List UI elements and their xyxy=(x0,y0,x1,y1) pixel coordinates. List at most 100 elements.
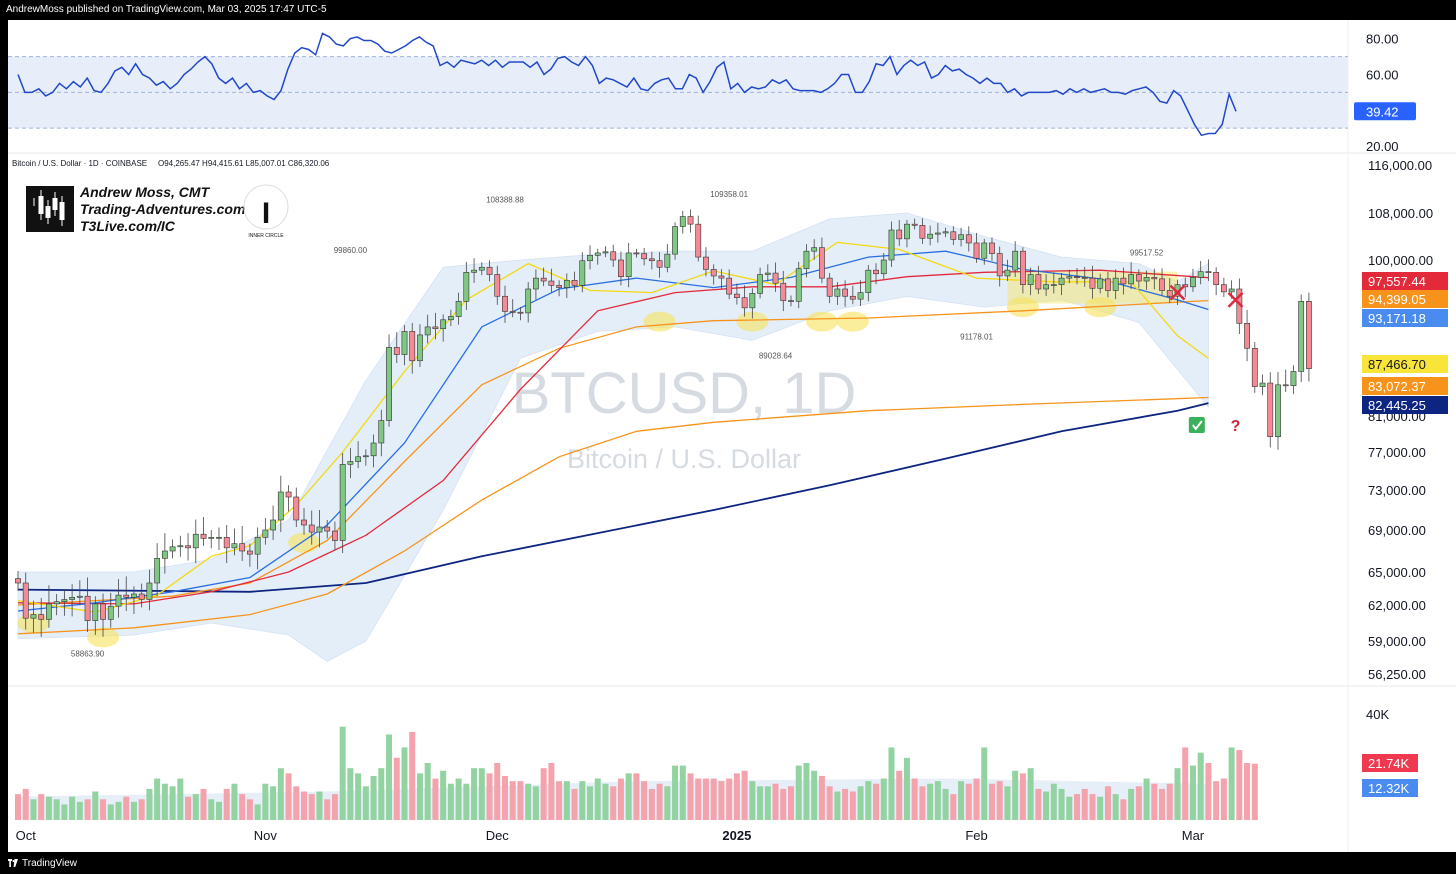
candle-body[interactable] xyxy=(703,256,709,270)
candle-body[interactable] xyxy=(30,614,37,619)
volume-bar[interactable] xyxy=(270,786,277,820)
volume-bar[interactable] xyxy=(1128,788,1135,820)
candle-body[interactable] xyxy=(107,605,114,620)
volume-bar[interactable] xyxy=(617,778,624,820)
candle-body[interactable] xyxy=(463,272,470,302)
volume-bar[interactable] xyxy=(22,788,29,820)
candle-body[interactable] xyxy=(1290,371,1297,387)
volume-bar[interactable] xyxy=(1228,747,1235,820)
candle-body[interactable] xyxy=(548,280,555,286)
volume-bar[interactable] xyxy=(695,778,702,820)
volume-bar[interactable] xyxy=(1050,783,1057,820)
volume-bar[interactable] xyxy=(911,778,918,820)
candle-body[interactable] xyxy=(1135,274,1142,282)
volume-bar[interactable] xyxy=(285,773,292,820)
volume-bar[interactable] xyxy=(1058,788,1065,820)
candle-body[interactable] xyxy=(123,594,130,598)
candle-body[interactable] xyxy=(795,268,802,302)
candle-body[interactable] xyxy=(687,216,694,225)
candle-body[interactable] xyxy=(293,496,300,521)
volume-bar[interactable] xyxy=(1205,763,1212,820)
candle-body[interactable] xyxy=(1267,382,1274,438)
candle-body[interactable] xyxy=(1012,250,1019,271)
volume-bar[interactable] xyxy=(1143,778,1150,820)
volume-bar[interactable] xyxy=(494,763,501,820)
volume-bar[interactable] xyxy=(950,794,957,820)
volume-bar[interactable] xyxy=(146,788,153,820)
volume-bar[interactable] xyxy=(223,788,230,820)
candle-body[interactable] xyxy=(1213,272,1220,285)
volume-bar[interactable] xyxy=(463,783,470,820)
candle-body[interactable] xyxy=(571,279,578,286)
candle-body[interactable] xyxy=(262,529,269,538)
ma-50-line[interactable] xyxy=(17,269,1209,605)
candle-body[interactable] xyxy=(239,543,246,552)
candle-body[interactable] xyxy=(1074,276,1080,278)
candle-body[interactable] xyxy=(1043,284,1049,290)
volume-bar[interactable] xyxy=(393,757,400,820)
candle-body[interactable] xyxy=(904,223,910,240)
candle-body[interactable] xyxy=(247,550,253,555)
candle-body[interactable] xyxy=(540,277,547,282)
candle-body[interactable] xyxy=(208,537,215,539)
volume-bar[interactable] xyxy=(246,799,253,820)
candle-body[interactable] xyxy=(517,311,524,314)
candle-body[interactable] xyxy=(587,255,593,262)
candle-body[interactable] xyxy=(478,266,485,271)
candle-body[interactable] xyxy=(749,293,756,309)
volume-bar[interactable] xyxy=(30,799,37,820)
candle-body[interactable] xyxy=(757,274,763,294)
candle-body[interactable] xyxy=(525,288,532,314)
volume-bar[interactable] xyxy=(757,786,764,820)
candle-body[interactable] xyxy=(285,491,292,498)
candle-body[interactable] xyxy=(733,293,740,299)
candle-body[interactable] xyxy=(424,326,431,336)
volume-bar[interactable] xyxy=(880,778,887,820)
volume-bar[interactable] xyxy=(324,799,331,820)
candle-body[interactable] xyxy=(324,526,331,532)
candle-body[interactable] xyxy=(1089,277,1096,289)
volume-bar[interactable] xyxy=(927,783,934,820)
candle-body[interactable] xyxy=(115,594,122,607)
candle-body[interactable] xyxy=(610,251,617,261)
candle-body[interactable] xyxy=(15,578,21,584)
candle-body[interactable] xyxy=(1259,382,1266,387)
volume-bar[interactable] xyxy=(803,763,810,820)
volume-bar[interactable] xyxy=(447,783,454,820)
candle-body[interactable] xyxy=(1035,274,1042,290)
volume-bar[interactable] xyxy=(308,794,315,820)
candle-body[interactable] xyxy=(1066,276,1073,279)
candle-body[interactable] xyxy=(471,269,477,273)
volume-bar[interactable] xyxy=(45,796,52,820)
volume-bar[interactable] xyxy=(1043,791,1050,821)
volume-bar[interactable] xyxy=(424,763,431,820)
volume-bar[interactable] xyxy=(154,778,161,820)
candle-body[interactable] xyxy=(625,252,632,277)
volume-bar[interactable] xyxy=(1197,752,1204,820)
volume-bar[interactable] xyxy=(834,791,841,821)
volume-bar[interactable] xyxy=(478,768,485,820)
candle-body[interactable] xyxy=(378,420,385,444)
candle-body[interactable] xyxy=(84,595,91,621)
candle-body[interactable] xyxy=(965,234,972,244)
candle-body[interactable] xyxy=(185,545,191,549)
volume-bar[interactable] xyxy=(386,734,393,821)
candle-body[interactable] xyxy=(563,279,570,288)
candle-body[interactable] xyxy=(865,269,872,293)
volume-bar[interactable] xyxy=(1019,773,1026,820)
volume-bar[interactable] xyxy=(1012,770,1019,820)
volume-bar[interactable] xyxy=(1104,786,1111,820)
candle-body[interactable] xyxy=(695,223,702,258)
candle-body[interactable] xyxy=(934,232,941,235)
volume-bar[interactable] xyxy=(277,768,284,820)
volume-bar[interactable] xyxy=(61,804,68,820)
candle-body[interactable] xyxy=(896,229,903,240)
volume-bar[interactable] xyxy=(1097,796,1104,820)
candle-body[interactable] xyxy=(69,596,76,600)
candle-body[interactable] xyxy=(200,533,207,539)
volume-bar[interactable] xyxy=(896,770,903,820)
candle-body[interactable] xyxy=(339,464,346,541)
candle-body[interactable] xyxy=(950,231,957,240)
volume-bar[interactable] xyxy=(988,783,995,820)
volume-bar[interactable] xyxy=(301,791,308,821)
